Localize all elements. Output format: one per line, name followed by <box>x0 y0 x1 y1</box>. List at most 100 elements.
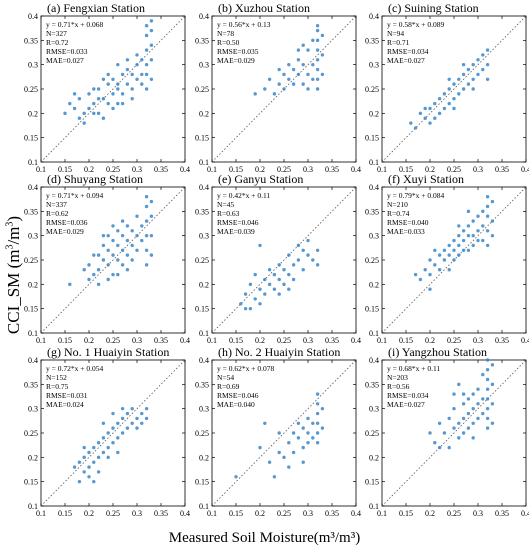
data-point <box>485 77 490 81</box>
y-tick-label: 0.1 <box>28 329 38 338</box>
data-point <box>135 416 139 421</box>
data-point <box>471 406 475 411</box>
stat-line: R=0.62 <box>46 209 69 218</box>
data-point <box>457 92 461 96</box>
data-point <box>485 195 490 199</box>
y-tick-label: 0.3 <box>199 405 209 414</box>
y-tick-label: 0.35 <box>195 36 209 45</box>
data-point <box>144 195 149 199</box>
data-point <box>437 445 442 450</box>
x-tick-label: 0.4 <box>521 165 529 174</box>
data-point <box>116 243 120 248</box>
y-tick-label: 0.2 <box>199 280 209 289</box>
data-point <box>149 253 154 257</box>
data-point <box>77 116 82 120</box>
x-tick-label: 0.35 <box>495 509 509 518</box>
subplot-title: (b) Xuzhou Station <box>218 1 310 15</box>
data-point <box>144 48 149 52</box>
data-point <box>144 62 149 67</box>
y-tick-label: 0.25 <box>365 256 379 265</box>
y-tick-label: 0.35 <box>24 36 38 45</box>
data-point <box>267 77 272 81</box>
data-point <box>437 97 442 101</box>
data-point <box>149 199 154 204</box>
data-point <box>481 67 485 72</box>
data-point <box>315 441 320 445</box>
stat-line: y = 0.58*x + 0.089 <box>387 20 444 29</box>
x-tick-label: 0.3 <box>303 165 313 174</box>
stat-line: RMSE=0.031 <box>46 391 88 400</box>
data-point <box>106 445 110 450</box>
x-tick-label: 0.2 <box>425 336 435 345</box>
y-tick-label: 0.1 <box>369 158 379 167</box>
subplot-3: (c) Suining Station 0.1 0.15 0.2 0.25 0.3 0.35… <box>365 1 529 174</box>
y-tick-label: 0.2 <box>28 453 38 462</box>
y-tick-label: 0.2 <box>28 280 38 289</box>
data-point <box>135 248 139 252</box>
data-point <box>277 431 281 435</box>
x-tick-label: 0.3 <box>132 165 142 174</box>
data-point <box>320 72 325 77</box>
data-point <box>466 233 471 238</box>
stat-line: N=327 <box>46 29 67 38</box>
data-point <box>481 411 485 416</box>
stat-line: R=0.71 <box>387 38 410 47</box>
data-point <box>490 363 495 367</box>
subplot-7: (g) No. 1 Huaiyin Station 0.1 0.15 0.2 0.25 0… <box>24 345 190 518</box>
y-tick-label: 0.15 <box>24 134 38 143</box>
data-point <box>149 77 154 81</box>
y-tick-label: 0.3 <box>199 232 209 241</box>
data-point <box>476 229 480 233</box>
data-point <box>130 229 134 233</box>
x-tick-label: 0.1 <box>36 336 46 345</box>
x-tick-label: 0.4 <box>351 509 361 518</box>
data-point <box>447 101 451 106</box>
y-tick-label: 0.1 <box>28 502 38 511</box>
subplot-2: (b) Xuzhou Station 0.1 0.15 0.2 0.25 0.3 0.35 0… <box>195 1 361 174</box>
subplot-title: (e) Ganyu Station <box>218 172 303 186</box>
x-tick-label: 0.2 <box>255 509 265 518</box>
data-point <box>120 92 125 96</box>
y-tick-label: 0.1 <box>199 158 209 167</box>
data-point <box>140 58 144 62</box>
subplot-title: (h) No. 2 Huaiyin Station <box>218 345 340 359</box>
data-point <box>485 387 490 391</box>
data-point <box>82 470 86 474</box>
data-point <box>301 268 305 272</box>
data-point <box>272 475 277 479</box>
subplot-4: (d) Shuyang Station 0.1 0.15 0.2 0.25 0.3 0.35… <box>24 172 190 345</box>
stat-line: RMSE=0.034 <box>387 391 429 400</box>
data-point <box>82 455 86 460</box>
data-point <box>471 243 475 248</box>
data-point <box>116 272 120 277</box>
stat-line: MAE=0.033 <box>387 227 425 236</box>
x-tick-label: 0.1 <box>377 509 387 518</box>
x-tick-label: 0.2 <box>255 336 265 345</box>
data-point <box>490 219 495 223</box>
y-tick-label: 0.3 <box>28 61 38 70</box>
data-point <box>96 470 101 474</box>
data-point <box>485 397 490 401</box>
x-axis-title: Measured Soil Moisture(m³/m³) <box>168 530 361 546</box>
y-tick-label: 0.15 <box>365 134 379 143</box>
data-point <box>111 238 115 243</box>
data-point <box>277 277 281 282</box>
data-point <box>125 58 130 62</box>
data-point <box>144 248 149 252</box>
data-point <box>442 92 447 96</box>
data-point <box>258 302 262 306</box>
data-point <box>77 97 82 101</box>
stat-line: MAE=0.027 <box>387 56 425 65</box>
y-tick-label: 0.35 <box>195 207 209 216</box>
data-point <box>311 421 315 425</box>
data-point <box>144 204 149 209</box>
data-point <box>452 426 456 430</box>
stat-line: N=337 <box>46 200 67 209</box>
data-point <box>471 233 475 238</box>
data-point <box>248 306 253 311</box>
data-point <box>96 268 101 272</box>
data-point <box>282 455 286 460</box>
data-point <box>282 282 286 287</box>
stat-line: y = 0.72*x + 0.054 <box>46 364 103 373</box>
data-point <box>106 248 110 252</box>
